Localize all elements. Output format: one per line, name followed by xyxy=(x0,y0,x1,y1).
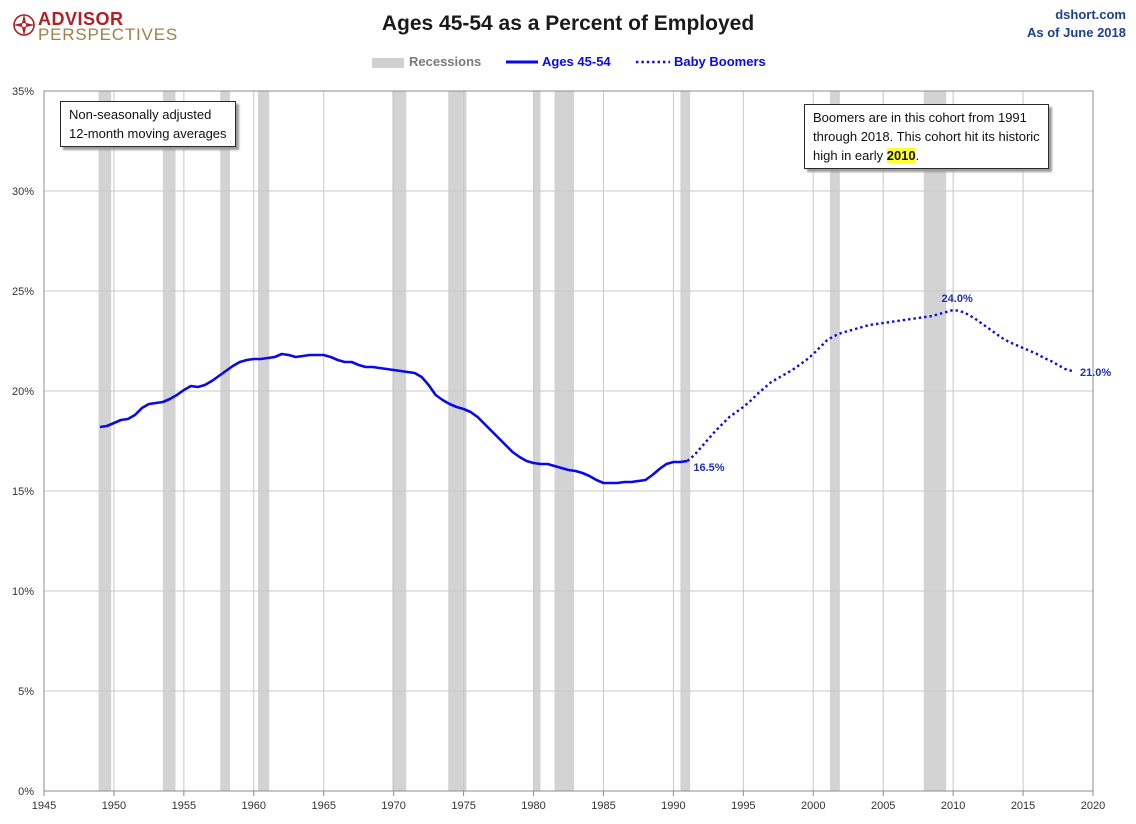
x-tick-label: 1975 xyxy=(451,800,475,812)
y-tick-label: 15% xyxy=(12,486,34,498)
data-label: 16.5% xyxy=(693,462,724,474)
recession-band-10 xyxy=(830,91,840,791)
x-tick-label: 1955 xyxy=(172,800,196,812)
x-tick-label: 1960 xyxy=(242,800,266,812)
recession-band-9 xyxy=(680,91,691,791)
legend-swatch-solid-line xyxy=(506,60,538,64)
recession-band-5 xyxy=(392,91,407,791)
logo-text-perspectives: PERSPECTIVES xyxy=(38,25,178,44)
note-methodology-line-1: Non-seasonally adjusted xyxy=(69,107,212,122)
y-tick-label: 20% xyxy=(12,386,34,398)
x-axis-tick-labels: 1945 1950 1955 1960 1965 1970 1975 1980 1985 1990… xyxy=(32,800,1105,812)
note-boomers-line-3-suffix: . xyxy=(915,148,920,163)
note-methodology-line-2: 12-month moving averages xyxy=(69,126,227,141)
note-box-boomers: Boomers are in this cohort from 1991 thr… xyxy=(804,104,1049,169)
note-boomers-line-1: Boomers are in this cohort from 1991 xyxy=(813,110,1027,125)
x-tick-label: 1985 xyxy=(591,800,615,812)
source-info: dshort.com As of June 2018 xyxy=(1027,6,1126,42)
recession-band-1 xyxy=(98,91,112,791)
legend-label-recessions: Recessions xyxy=(409,54,482,69)
series-line-ages-45-54 xyxy=(99,352,688,485)
data-series xyxy=(99,308,1073,485)
plot-border xyxy=(43,90,1094,792)
note-box-methodology: Non-seasonally adjusted 12-month moving … xyxy=(60,101,236,147)
note-boomers-line-2: through 2018. This cohort hit its histor… xyxy=(813,129,1040,144)
note-boomers-highlight-year: 2010 xyxy=(886,148,916,163)
y-tick-label: 35% xyxy=(12,86,34,98)
recession-band-3 xyxy=(220,91,231,791)
plot-frame xyxy=(43,90,1094,796)
y-tick-label: 10% xyxy=(12,586,34,598)
x-tick-label: 1950 xyxy=(102,800,126,812)
legend-swatch-recessions xyxy=(372,58,404,68)
data-labels: 16.5% 24.0% 21.0% xyxy=(693,293,1111,474)
y-tick-label: 0% xyxy=(18,786,34,798)
x-tick-label: 1945 xyxy=(32,800,56,812)
legend-swatch-dotted-line xyxy=(636,60,670,64)
recession-band-4 xyxy=(257,91,270,791)
recession-band-6 xyxy=(448,91,467,791)
y-tick-label: 25% xyxy=(12,286,34,298)
source-date: As of June 2018 xyxy=(1027,25,1126,40)
x-tick-label: 2010 xyxy=(941,800,965,812)
x-tick-label: 2005 xyxy=(871,800,895,812)
logo-text-advisor: ADVISOR xyxy=(38,9,124,29)
y-axis-tick-labels: 0% 5% 10% 15% 20% 25% 30% 35% xyxy=(12,86,34,798)
chart-title: Ages 45-54 as a Percent of Employed xyxy=(381,12,755,35)
compass-star-icon xyxy=(13,14,35,36)
source-site: dshort.com xyxy=(1055,7,1126,22)
series-line-baby-boomers xyxy=(686,308,1073,462)
recession-band-2 xyxy=(162,91,176,791)
legend-label-ages-45-54: Ages 45-54 xyxy=(542,54,611,69)
note-boomers-line-3: high in early 2010. xyxy=(813,146,1040,165)
x-tick-label: 2020 xyxy=(1081,800,1105,812)
recession-band-11 xyxy=(923,91,947,791)
y-tick-label: 5% xyxy=(18,686,34,698)
x-tick-label: 2015 xyxy=(1011,800,1035,812)
recession-bands xyxy=(98,91,947,791)
data-label: 21.0% xyxy=(1080,367,1111,379)
x-tick-label: 1980 xyxy=(521,800,545,812)
x-tick-label: 1990 xyxy=(661,800,685,812)
x-tick-label: 2000 xyxy=(801,800,825,812)
recession-band-8 xyxy=(554,91,575,791)
x-tick-label: 1995 xyxy=(731,800,755,812)
advisor-perspectives-logo: ADVISOR PERSPECTIVES xyxy=(12,9,182,45)
data-label: 24.0% xyxy=(942,293,973,305)
note-boomers-line-3-prefix: high in early xyxy=(813,148,887,163)
legend-label-baby-boomers: Baby Boomers xyxy=(674,54,766,69)
x-tick-label: 1970 xyxy=(381,800,405,812)
x-tick-label: 1965 xyxy=(311,800,335,812)
y-tick-label: 30% xyxy=(12,186,34,198)
recession-band-7 xyxy=(533,91,541,791)
